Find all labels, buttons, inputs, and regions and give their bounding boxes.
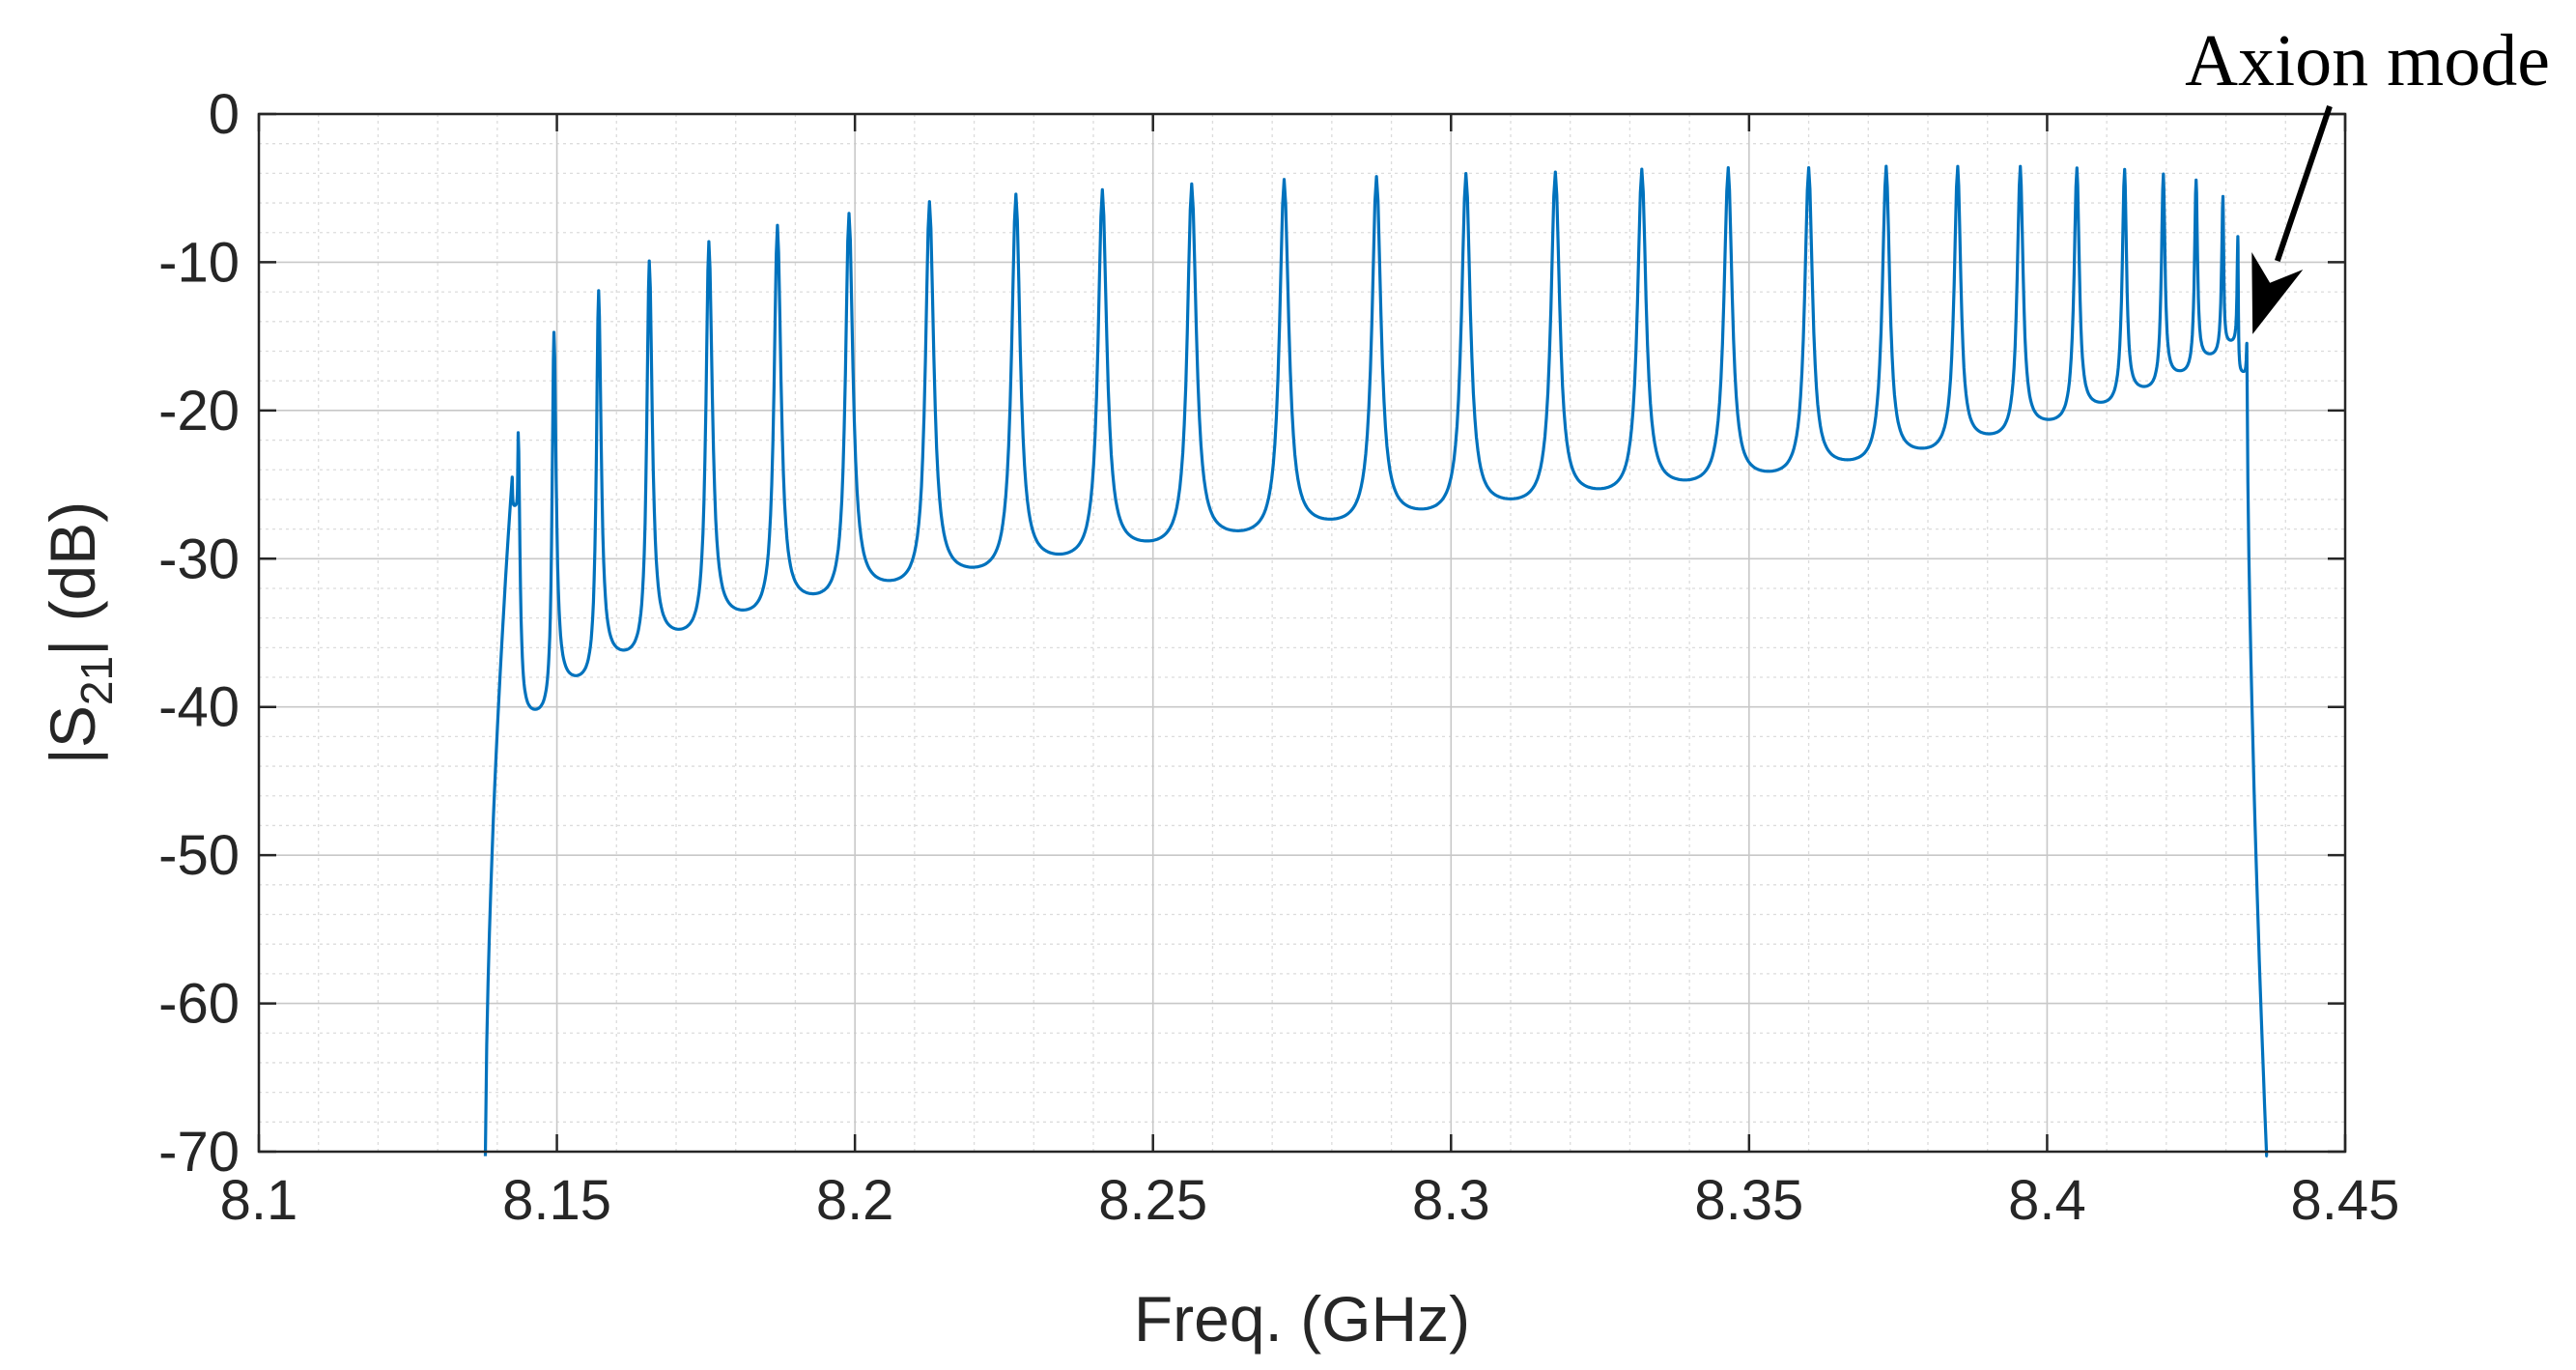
y-tick-label: -40 <box>158 676 240 739</box>
x-tick-label: 8.1 <box>220 1169 298 1232</box>
y-axis-label-main: |S <box>37 705 108 764</box>
x-tick-label: 8.45 <box>2291 1169 2400 1232</box>
annotation-arrowhead <box>2251 252 2304 334</box>
annotation-axion-mode: Axion mode <box>2185 20 2550 101</box>
y-tick-label: -10 <box>158 231 240 294</box>
annotation-arrow <box>2274 105 2333 263</box>
x-tick-label: 8.25 <box>1098 1169 1207 1232</box>
y-tick-label: -30 <box>158 528 240 590</box>
y-axis-ticks: 0 -10 -20 -30 -40 -50 -60 -70 <box>158 83 2345 1184</box>
y-tick-label: 0 <box>209 83 240 146</box>
x-tick-label: 8.15 <box>502 1169 611 1232</box>
x-axis-ticks: 8.1 8.15 8.2 8.25 8.3 8.35 8.4 8.45 <box>220 114 2400 1232</box>
series-line-s21 <box>483 164 2269 1158</box>
plot-area-border <box>257 112 2347 1154</box>
major-grid <box>258 113 2346 1153</box>
y-tick-label: -20 <box>158 380 240 442</box>
y-axis-label: |S21| (dB) <box>37 501 122 765</box>
y-tick-label: -50 <box>158 824 240 887</box>
y-tick-label: -60 <box>158 973 240 1036</box>
x-tick-label: 8.2 <box>816 1169 894 1232</box>
y-axis-label-subscript: 21 <box>71 656 122 705</box>
x-axis-label: Freq. (GHz) <box>1134 1283 1470 1355</box>
x-tick-label: 8.35 <box>1694 1169 1803 1232</box>
y-tick-label: -70 <box>158 1121 240 1184</box>
x-tick-label: 8.3 <box>1412 1169 1490 1232</box>
x-tick-label: 8.4 <box>2008 1169 2086 1232</box>
minor-grid <box>259 114 2345 1152</box>
y-axis-label-rest: | (dB) <box>37 501 108 656</box>
